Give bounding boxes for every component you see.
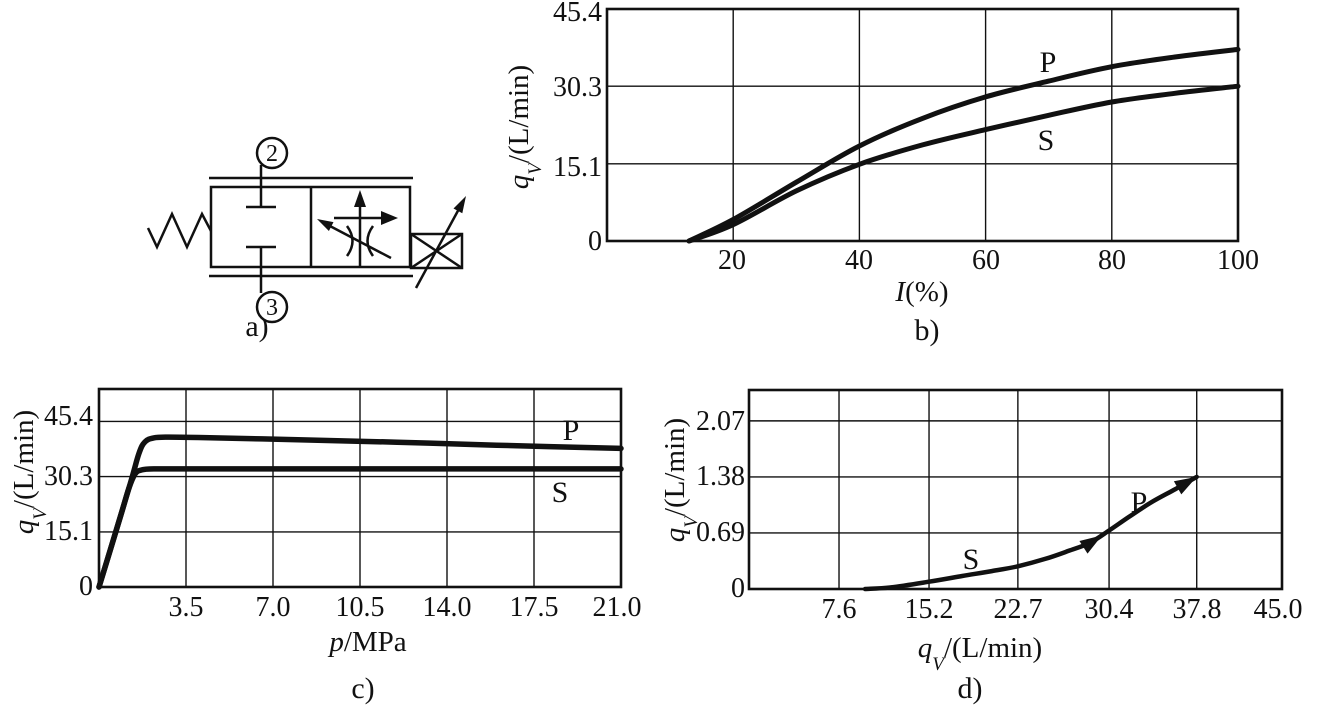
port-2-label: 2 bbox=[266, 141, 278, 167]
panel-d-xlabel-var: q bbox=[917, 632, 933, 664]
panel-d-caption: d) bbox=[957, 672, 983, 705]
panel-b-curve-label-S: S bbox=[1037, 124, 1055, 157]
panel-a-caption: a) bbox=[245, 310, 269, 343]
port-3-label: 3 bbox=[266, 295, 278, 321]
panel-b-xtick-60: 60 bbox=[972, 245, 1000, 276]
panel-d-xtick-45-0: 45.0 bbox=[1253, 594, 1303, 625]
curve-P bbox=[686, 46, 1241, 244]
panel-d-ytick-1-38: 1.38 bbox=[696, 461, 745, 492]
panel-b-xtick-80: 80 bbox=[1098, 245, 1126, 276]
panel-c-xlabel-var: p bbox=[329, 626, 344, 658]
panel-b-xtick-20: 20 bbox=[718, 245, 746, 276]
panel-b-xlabel-var: I bbox=[895, 276, 906, 308]
panel-d-curve-label-P: P bbox=[1130, 486, 1148, 519]
panel-b-ylabel-var: q bbox=[503, 174, 535, 190]
curve-S bbox=[686, 83, 1241, 244]
port-3-circle bbox=[255, 290, 289, 324]
panel-d-xlabel-sub: V bbox=[932, 653, 944, 675]
panel-c-xlabel-unit: /MPa bbox=[343, 626, 407, 658]
panel-d-xtick-37-8: 37.8 bbox=[1172, 594, 1222, 625]
panel-d-xtick-7-6: 7.6 bbox=[821, 594, 857, 625]
proportional-arrow-line bbox=[414, 206, 462, 289]
plot-border-b bbox=[605, 7, 1240, 243]
valve-symbol: 2 3 bbox=[146, 136, 466, 324]
flow-right-arrow-head bbox=[381, 211, 398, 225]
plot-border-c bbox=[97, 387, 623, 589]
panel-c-curve-label-S: S bbox=[551, 476, 569, 509]
throttle-arc-right bbox=[366, 225, 375, 257]
panel-c-x-axis-label: p/MPa bbox=[248, 626, 488, 658]
panel-b-x-axis-label: I(%) bbox=[802, 276, 1042, 308]
flow-diagonal-arrow-line bbox=[327, 223, 392, 260]
panel-c-xtick-17-5: 17.5 bbox=[509, 592, 559, 623]
panel-d-x-axis-label: qV/(L/min) bbox=[860, 632, 1100, 674]
panel-d-xtick-30-4: 30.4 bbox=[1084, 594, 1134, 625]
panel-b-ytick-45-4: 45.4 bbox=[553, 0, 602, 28]
panel-d-xlabel-unit: /(L/min) bbox=[943, 632, 1043, 664]
panel-c-ytick-30-3: 30.3 bbox=[44, 461, 93, 492]
plot-border-d bbox=[747, 388, 1284, 591]
chart-b-flow-vs-current bbox=[605, 7, 1241, 244]
panel-c-curve-label-P: P bbox=[562, 414, 580, 447]
flow-diagonal-arrow-head bbox=[317, 219, 334, 231]
panel-b-ytick-15-1: 15.1 bbox=[553, 152, 602, 183]
panel-b-ylabel-unit: /(L/min) bbox=[503, 64, 535, 164]
curve-arrow-head bbox=[1173, 476, 1197, 495]
panel-d-ytick-2-07: 2.07 bbox=[696, 406, 745, 437]
panel-d-xtick-15-2: 15.2 bbox=[904, 594, 954, 625]
panel-c-ytick-0: 0 bbox=[79, 571, 93, 602]
panel-c-xtick-21-0: 21.0 bbox=[592, 592, 642, 623]
panel-c-caption: c) bbox=[351, 672, 375, 705]
panel-d-curve-label-S: S bbox=[962, 543, 980, 576]
proportional-arrow-head bbox=[453, 196, 466, 214]
panel-b-xtick-40: 40 bbox=[845, 245, 873, 276]
panel-c-xtick-3-5: 3.5 bbox=[168, 592, 204, 623]
panel-b-ytick-30-3: 30.3 bbox=[553, 72, 602, 103]
panel-b-ytick-0: 0 bbox=[588, 226, 602, 257]
panel-d-ytick-0: 0 bbox=[731, 573, 745, 604]
panel-b-xlabel-unit: (%) bbox=[905, 276, 949, 308]
panel-b-curve-label-P: P bbox=[1039, 46, 1057, 79]
curve-S-P bbox=[862, 474, 1199, 592]
panel-c-xtick-7-0: 7.0 bbox=[255, 592, 291, 623]
panel-b-xtick-100: 100 bbox=[1217, 245, 1259, 276]
panel-c-ytick-45-4: 45.4 bbox=[44, 401, 93, 432]
panel-c-xtick-14-0: 14.0 bbox=[422, 592, 472, 623]
panel-c-ytick-15-1: 15.1 bbox=[44, 516, 93, 547]
curve-P bbox=[96, 434, 624, 590]
panel-c-xtick-10-5: 10.5 bbox=[335, 592, 385, 623]
chart-c-flow-vs-pressure bbox=[96, 387, 624, 590]
curve-arrow-head bbox=[1079, 535, 1102, 554]
throttle-arc-left bbox=[345, 225, 354, 257]
solenoid-box bbox=[409, 232, 464, 270]
panel-b-caption: b) bbox=[914, 314, 940, 347]
port-2-circle bbox=[255, 136, 289, 170]
panel-d-xtick-22-7: 22.7 bbox=[993, 594, 1043, 625]
valve-spring bbox=[146, 210, 213, 251]
curve-S bbox=[96, 466, 624, 590]
panel-d-ytick-0-69: 0.69 bbox=[696, 517, 745, 548]
chart-d-leakage-vs-flow bbox=[747, 388, 1284, 592]
flow-up-arrow-head bbox=[354, 190, 366, 207]
